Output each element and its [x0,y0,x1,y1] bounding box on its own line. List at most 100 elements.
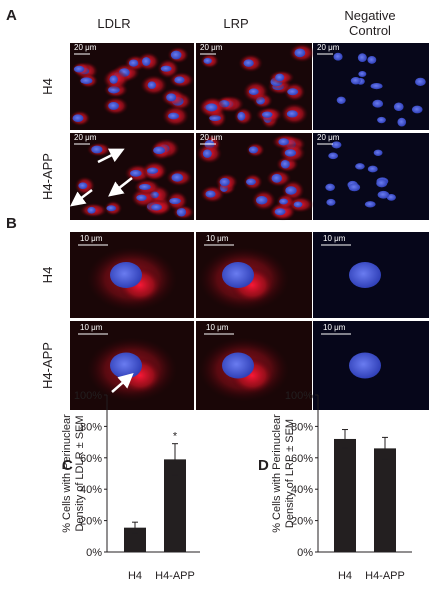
y-tick-label: 60% [80,453,102,465]
y-tick-label: 0% [86,547,102,559]
y-tick-label: 100% [285,390,313,402]
nucleus [284,149,297,157]
column-header: LDLR [97,16,130,31]
nucleus [202,149,212,158]
scale-bar-label: 10 μm [206,234,229,243]
nucleus [377,116,386,124]
nucleus [205,190,216,198]
nucleus [275,73,285,82]
micrograph: 10 μm [196,232,312,318]
nucleus [246,178,256,186]
nucleus [109,75,118,84]
scale-bar-label: 10 μm [206,323,229,332]
nucleus [357,53,367,63]
y-tick-label: 0% [297,547,313,559]
nucleus [219,177,230,187]
nucleus [293,201,303,208]
scale-bar-label: 10 μm [323,323,346,332]
column-header: Negative [344,8,395,23]
panel-label: B [6,215,17,232]
nucleus [222,352,254,379]
panel-label: D [258,457,269,474]
panel-label: C [62,457,73,474]
scale-bar-label: 10 μm [80,323,103,332]
x-tick-label: H4-APP [155,570,195,582]
y-axis-label: Density of LDLR ± SEM [74,415,86,531]
nucleus [328,152,339,160]
nucleus [377,190,390,199]
scale-bar-label: 20 μm [200,43,223,52]
x-tick-label: H4 [338,570,352,582]
y-tick-label: 60% [291,453,313,465]
nucleus [168,112,180,120]
micrograph: 10 μm [70,321,194,410]
annotation: * [173,431,178,443]
nucleus [108,101,119,110]
nucleus [279,198,288,205]
arrow [108,177,133,197]
scale-bar-label: 20 μm [200,133,223,142]
nucleus [110,262,142,288]
y-tick-label: 40% [291,484,313,496]
nucleus [278,138,289,146]
y-axis-label: % Cells with Perinuclear [271,414,283,533]
nucleus [80,77,93,85]
scale-bar-label: 20 μm [74,43,97,52]
nucleus [287,88,299,96]
y-axis-label: Density of LRP ± SEM [284,419,296,528]
micrograph: 20 μm [313,43,429,130]
nucleus [331,141,342,149]
nucleus [169,197,181,205]
nucleus [271,173,283,183]
nucleus [397,117,407,127]
nucleus [364,201,376,208]
micrograph: 20 μm [313,133,429,220]
scale-bar-label: 20 μm [74,133,97,142]
nucleus [274,208,286,216]
nucleus [139,183,151,191]
nucleus [248,146,259,154]
nucleus [280,159,290,169]
nucleus [386,193,396,201]
nucleus [110,352,142,379]
row-label: H4-APP [40,342,55,389]
nucleus [349,352,381,379]
nucleus [106,205,117,212]
nucleus [350,76,361,85]
bar [164,459,186,552]
nucleus [237,111,246,121]
nucleus [372,99,384,108]
scale-bar-label: 20 μm [317,43,340,52]
nucleus [171,173,184,182]
micrograph: 10 μm [313,321,429,410]
nucleus [286,110,298,118]
nucleus [78,182,88,190]
nucleus [205,103,218,112]
nucleus [147,81,157,89]
nucleus [325,183,335,191]
micrograph: 20 μm [70,133,195,220]
scale-bar-label: 10 μm [323,234,346,243]
nucleus [355,163,365,170]
nucleus [326,198,336,206]
nucleus [222,262,254,288]
column-header: Control [349,23,391,38]
nucleus [411,105,423,114]
y-tick-label: 40% [80,484,102,496]
nucleus [348,183,361,192]
micrograph: 10 μm [313,232,429,318]
nucleus [261,111,273,118]
nucleus [415,77,426,87]
micrograph: 20 μm [196,43,315,130]
y-tick-label: 20% [80,516,102,528]
nucleus [285,186,297,195]
nucleus [136,194,147,201]
nucleus [336,96,346,104]
y-tick-label: 100% [74,390,102,402]
nucleus [146,167,159,174]
bar [124,527,146,552]
nucleus [73,65,85,73]
bar [374,448,396,552]
y-tick-label: 80% [291,421,313,433]
